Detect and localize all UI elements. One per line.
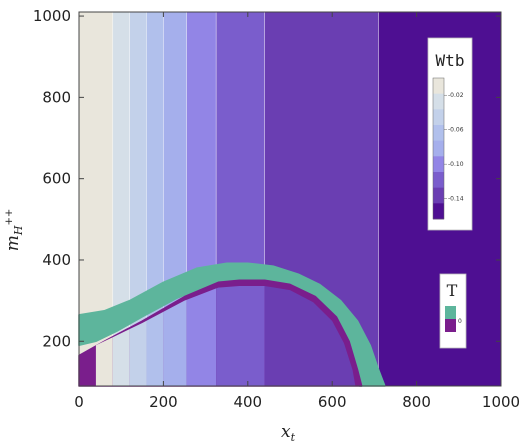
x-tick-label: 600 — [318, 393, 347, 411]
region-t-inner-gap — [95, 286, 356, 386]
legend-t-swatch — [445, 306, 456, 319]
y-axis-label: mH++ — [3, 209, 25, 251]
legend-wtb: Wtb -0.02 -0.06 -0.10 -0.14 — [427, 37, 473, 231]
wtb-band-1 — [112, 12, 130, 386]
x-tick-label: 0 — [74, 393, 84, 411]
legend-wtb-swatch — [433, 93, 444, 110]
legend-wtb-frame — [432, 77, 445, 220]
gap-fill-4 — [163, 299, 187, 386]
legend-wtb-title: Wtb — [436, 51, 465, 70]
x-tick-label: 800 — [402, 393, 431, 411]
gap-fill-3 — [146, 311, 164, 386]
plot-frame — [78, 11, 502, 387]
wtb-band-2 — [129, 12, 147, 386]
gap-fill-1 — [112, 329, 130, 386]
legend-wtb-tick-label: -0.10 — [448, 161, 464, 168]
gap-fill-0 — [95, 337, 113, 386]
legend-t-swatch — [445, 319, 456, 332]
legend-t-tick: 0 — [458, 318, 462, 325]
gap-fill-5 — [186, 288, 217, 386]
legend-wtb-tick-label: -0.14 — [448, 196, 464, 203]
legend-wtb-swatches — [432, 77, 445, 220]
x-tick-label: 400 — [233, 393, 262, 411]
legend-t-swatches — [445, 306, 456, 332]
legend-wtb-ticks: -0.02 -0.06 -0.10 -0.14 — [444, 92, 464, 203]
gap-fill-6 — [216, 286, 265, 386]
legend-wtb-swatch — [433, 140, 444, 157]
legend-wtb-swatch — [433, 125, 444, 142]
y-tick-label: 400 — [42, 251, 71, 269]
x-tick-label: 200 — [149, 393, 178, 411]
y-tick-label: 200 — [42, 332, 71, 350]
t-regions — [78, 262, 386, 387]
legend-wtb-tick-label: -0.06 — [448, 127, 464, 134]
x-axis-label: xt — [281, 422, 296, 443]
x-axis-ticks: 0 200 400 600 800 1000 — [74, 12, 520, 411]
legend-wtb-swatch — [433, 156, 444, 173]
y-tick-label: 800 — [42, 88, 71, 106]
legend-wtb-swatch — [433, 109, 444, 126]
legend-wtb-swatch — [433, 203, 444, 220]
legend-wtb-swatch — [433, 78, 444, 95]
svg-text:mH++: mH++ — [3, 209, 25, 251]
legend-t-title: T — [447, 281, 458, 300]
y-axis-ticks: 200 400 600 800 1000 — [33, 7, 501, 350]
legend-t: T 0 — [439, 273, 467, 349]
legend-wtb-tick-label: -0.02 — [448, 92, 464, 99]
y-tick-label: 600 — [42, 170, 71, 188]
x-tick-label: 1000 — [482, 393, 520, 411]
gap-fill-7 — [264, 286, 356, 386]
legend-wtb-swatch — [433, 172, 444, 189]
gap-fill-2 — [129, 320, 147, 386]
legend-wtb-swatch — [433, 187, 444, 204]
y-tick-label: 1000 — [33, 7, 71, 25]
